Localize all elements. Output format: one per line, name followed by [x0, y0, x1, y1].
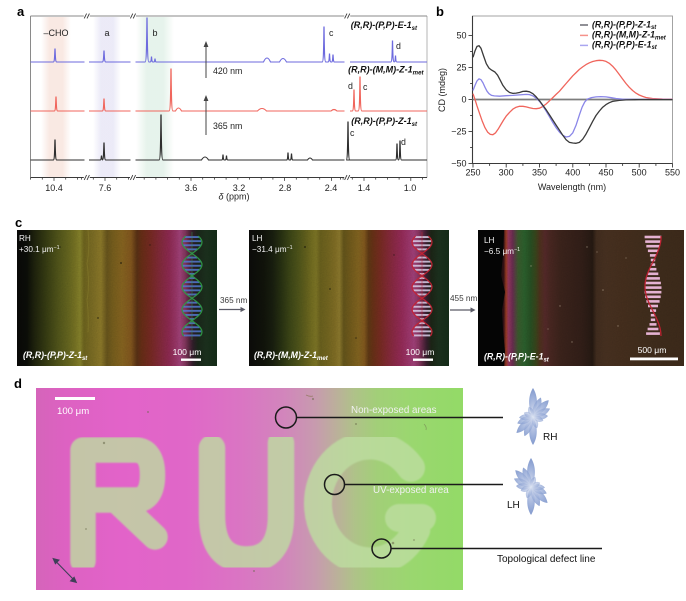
svg-text:(R,R)-(M,M)-Z-1met: (R,R)-(M,M)-Z-1met [348, 65, 424, 77]
svg-text:7.6: 7.6 [99, 183, 112, 193]
svg-text:d: d [401, 137, 406, 147]
svg-text:UV-exposed area: UV-exposed area [373, 485, 449, 496]
svg-text:100 μm: 100 μm [406, 347, 435, 357]
svg-text:10.4: 10.4 [45, 183, 63, 193]
svg-text:−6.5 μm−1: −6.5 μm−1 [484, 247, 520, 256]
svg-text:(R,R)-(P,P)-Z-1st: (R,R)-(P,P)-Z-1st [592, 19, 657, 31]
svg-text:1.0: 1.0 [404, 183, 417, 193]
svg-text:455 nm: 455 nm [450, 294, 477, 303]
svg-text:(R,R)-(P,P)-E-1st: (R,R)-(P,P)-E-1st [484, 352, 550, 364]
svg-text:250: 250 [465, 168, 480, 178]
svg-text:300: 300 [499, 168, 514, 178]
svg-text:3.2: 3.2 [233, 183, 246, 193]
svg-text:+30.1 μm−1: +30.1 μm−1 [19, 245, 60, 254]
svg-text:Wavelength (nm): Wavelength (nm) [538, 182, 606, 192]
svg-text:25: 25 [456, 62, 466, 72]
svg-text:2.8: 2.8 [279, 183, 292, 193]
svg-text:500: 500 [632, 168, 647, 178]
svg-text:1.4: 1.4 [358, 183, 371, 193]
svg-text:400: 400 [565, 168, 580, 178]
svg-text:−25: −25 [451, 126, 466, 136]
svg-text:CD (mdeg): CD (mdeg) [437, 68, 447, 112]
svg-text:(R,R)-(P,P)-E-1st: (R,R)-(P,P)-E-1st [351, 20, 418, 32]
svg-text:a: a [17, 4, 25, 19]
svg-text:c: c [363, 82, 368, 92]
svg-text:Non-exposed areas: Non-exposed areas [351, 405, 437, 416]
svg-text:RH: RH [19, 234, 31, 243]
svg-text:(R,R)-(M,M)-Z-1met: (R,R)-(M,M)-Z-1met [254, 350, 329, 362]
svg-text:a: a [104, 28, 109, 38]
svg-text:b: b [152, 28, 157, 38]
svg-text:d: d [14, 376, 22, 391]
svg-text:365 nm: 365 nm [220, 296, 247, 305]
svg-text:−31.4 μm−1: −31.4 μm−1 [252, 245, 293, 254]
svg-text:d: d [396, 41, 401, 51]
svg-text:Topological defect line: Topological defect line [497, 554, 596, 565]
svg-text:2.4: 2.4 [325, 183, 338, 193]
svg-text:LH: LH [252, 234, 263, 243]
svg-text:b: b [436, 4, 444, 19]
svg-text:100 μm: 100 μm [57, 406, 89, 417]
svg-text:420 nm: 420 nm [213, 66, 242, 76]
svg-text:0: 0 [461, 94, 466, 104]
svg-text:365 nm: 365 nm [213, 121, 242, 131]
svg-text:(R,R)-(M,M)-Z-1met: (R,R)-(M,M)-Z-1met [592, 30, 667, 42]
svg-text:c: c [350, 128, 355, 138]
svg-text:LH: LH [507, 500, 520, 511]
svg-text:−50: −50 [451, 158, 466, 168]
svg-text:(R,R)-(P,P)-E-1st: (R,R)-(P,P)-E-1st [592, 39, 658, 51]
svg-text:500 μm: 500 μm [638, 345, 667, 355]
svg-text:450: 450 [598, 168, 613, 178]
svg-text:d: d [348, 81, 353, 91]
svg-text:–CHO: –CHO [43, 28, 68, 38]
svg-text:3.6: 3.6 [185, 183, 198, 193]
svg-text:50: 50 [456, 30, 466, 40]
svg-text:c: c [15, 215, 22, 230]
svg-text:RH: RH [543, 432, 557, 443]
svg-text:350: 350 [532, 168, 547, 178]
svg-text:550: 550 [665, 168, 680, 178]
svg-text:LH: LH [484, 236, 495, 245]
svg-text:c: c [329, 28, 334, 38]
svg-text:δ (ppm): δ (ppm) [218, 192, 249, 202]
svg-text:100 μm: 100 μm [173, 347, 202, 357]
svg-text:(R,R)-(P,P)-Z-1st: (R,R)-(P,P)-Z-1st [351, 116, 418, 128]
svg-text:(R,R)-(P,P)-Z-1st: (R,R)-(P,P)-Z-1st [23, 350, 88, 362]
